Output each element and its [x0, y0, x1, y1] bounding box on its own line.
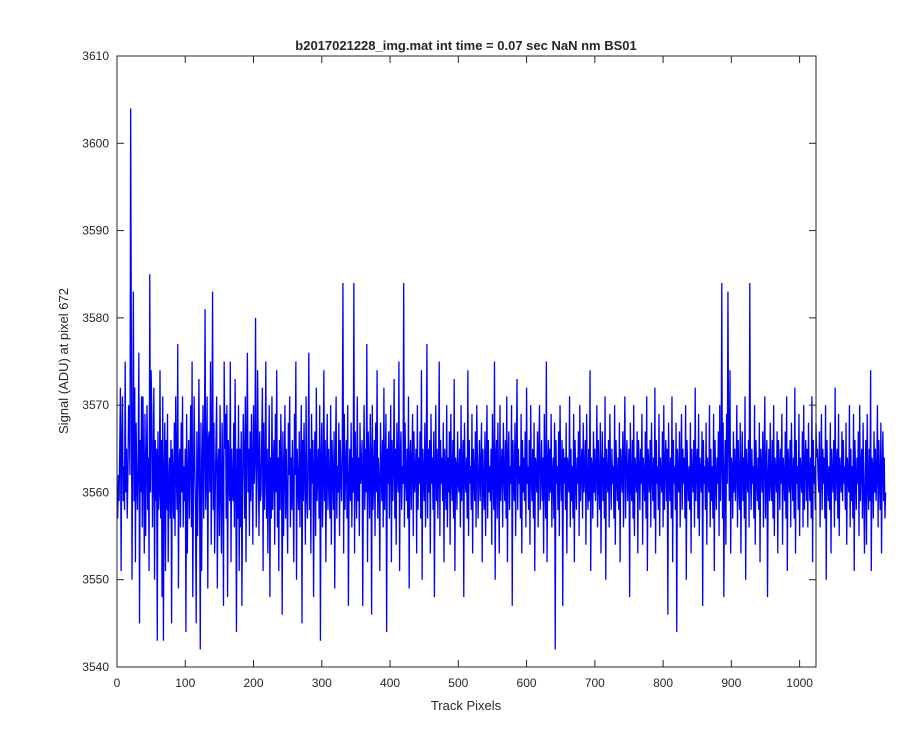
y-axis-ticks: 3540 3550 3560 3570 3580 3590 3600 3610	[82, 49, 816, 674]
chart-title: b2017021228_img.mat int time = 0.07 sec …	[295, 38, 636, 53]
x-tick-label: 1000	[786, 676, 813, 690]
x-tick-label: 400	[380, 676, 400, 690]
y-tick-label: 3570	[82, 398, 109, 412]
x-tick-label: 600	[517, 676, 537, 690]
x-tick-label: 200	[244, 676, 264, 690]
x-tick-label: 0	[114, 676, 121, 690]
signal-series-line	[117, 108, 887, 650]
x-tick-label: 800	[653, 676, 673, 690]
y-tick-label: 3610	[82, 49, 109, 63]
y-tick-label: 3600	[82, 136, 109, 150]
y-tick-label: 3550	[82, 573, 109, 587]
y-tick-label: 3580	[82, 311, 109, 325]
y-tick-label: 3560	[82, 485, 109, 499]
y-axis-label: Signal (ADU) at pixel 672	[56, 288, 71, 434]
axes-box	[116, 55, 817, 668]
x-tick-label: 300	[312, 676, 332, 690]
axes-background	[117, 56, 816, 667]
x-tick-label: 500	[448, 676, 468, 690]
x-tick-label: 700	[585, 676, 605, 690]
x-tick-label: 900	[721, 676, 741, 690]
y-tick-label: 3540	[82, 660, 109, 674]
x-axis-ticks: 0 100 200 300 400 500 600 700 800 900 1000	[114, 56, 813, 690]
x-tick-label: 100	[175, 676, 195, 690]
plot-area	[117, 108, 887, 650]
x-axis-label: Track Pixels	[431, 698, 502, 713]
y-tick-label: 3590	[82, 224, 109, 238]
